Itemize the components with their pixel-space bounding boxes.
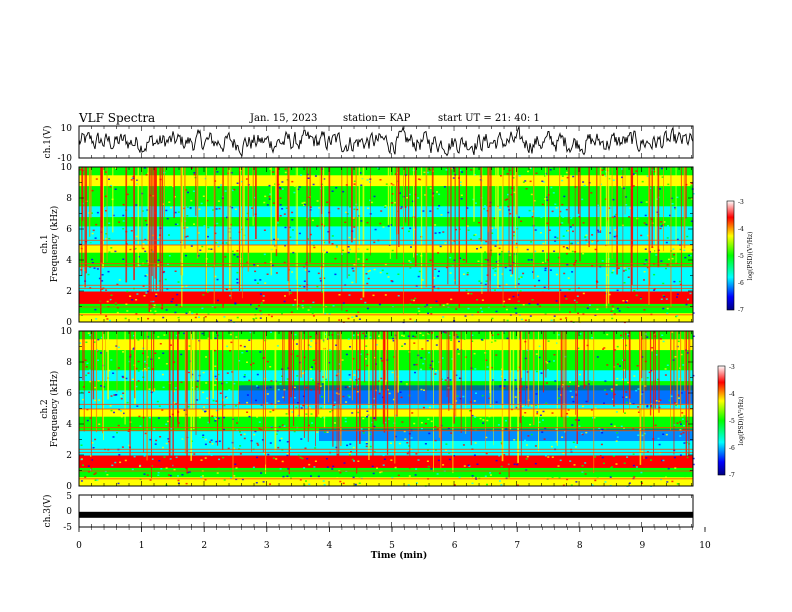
ch2-ytick-2: 2	[66, 451, 72, 461]
x-axis-label: Time (min)	[371, 550, 428, 561]
x-tick-label: 7	[514, 541, 520, 551]
date-label: Jan. 15, 2023	[250, 113, 318, 124]
ch2-frequency-ylabel: Frequency (kHz)	[49, 371, 60, 448]
x-tick-label: 6	[452, 541, 458, 551]
ch3-waveform-panel: 5 0 -5 ch.3(V)	[42, 492, 694, 533]
x-tick-label: 3	[264, 541, 270, 551]
ch1-waveform-line	[78, 125, 694, 157]
x-tick-label: 5	[389, 541, 395, 551]
ch1-frequency-ylabel: Frequency (kHz)	[49, 206, 60, 283]
ch2-channel-label: ch.2	[40, 399, 50, 418]
ch1-waveform-panel: 10 -10 ch.1(V)	[42, 124, 694, 164]
ch1-colorbar-label: log(PSD)(V²/Hz)	[747, 232, 754, 281]
ch3-waveform-ylabel: ch.3(V)	[42, 495, 53, 528]
ch3-ytick-0: 0	[66, 507, 72, 517]
ch1-ytick-6: 6	[66, 225, 72, 235]
ch1-cb-tick-m5: -5	[738, 253, 744, 260]
ch3-ytick-5: 5	[66, 492, 72, 502]
ch1-spectrogram-panel: 0 2 4 6 8 10 ch.1 Frequency (kHz)	[40, 163, 695, 328]
ch2-colorbar-label: log(PSD)(V²/Hz)	[738, 397, 745, 446]
ch1-cb-tick-m4: -4	[738, 226, 744, 233]
ch2-ytick-6: 6	[66, 389, 72, 399]
x-tick-label: 1	[139, 541, 145, 551]
x-tick-label: 8	[577, 541, 583, 551]
ch2-ytick-4: 4	[66, 420, 72, 430]
ch3-waveform-frame	[78, 494, 694, 528]
ch1-spectrogram-image	[79, 167, 695, 324]
ch2-spectrogram-image	[79, 331, 695, 487]
ch2-colorbar-scale	[717, 365, 726, 476]
start-time-label: start UT = 21: 40: 1	[438, 113, 540, 124]
ch1-ytick-10: 10	[61, 163, 73, 173]
ch1-ytick-top: 10	[61, 124, 73, 134]
figure-title: VLF Spectra	[79, 111, 156, 125]
ch2-ytick-10: 10	[61, 327, 73, 337]
ch1-ytick-0: 0	[66, 318, 72, 328]
x-tick-labels: 0 1 2 3 4 5 6 7 8 9 10	[76, 541, 711, 551]
ch1-ytick-4: 4	[66, 256, 72, 266]
ch1-cb-tick-m3: -3	[738, 199, 744, 206]
ch2-ytick-0: 0	[66, 482, 72, 492]
ch2-cb-tick-m6: -6	[729, 445, 735, 452]
ch2-spectrogram-panel: 0 2 4 6 8 10 ch.2 Frequency (kHz)	[40, 327, 695, 492]
ch1-ytick-8: 8	[66, 194, 72, 204]
ch1-waveform-ylabel: ch.1(V)	[42, 126, 53, 159]
ch3-waveform-line	[79, 511, 693, 518]
ch1-ytick-2: 2	[66, 287, 72, 297]
x-tick-label: 0	[76, 541, 82, 551]
ch2-cb-tick-m3: -3	[729, 364, 735, 371]
ch2-colorbar: -3 -4 -5 -6 -7 log(PSD)(V²/Hz)	[717, 364, 745, 479]
x-tick-label: 4	[327, 541, 333, 551]
ch1-waveform-frame	[78, 125, 694, 159]
x-tick-label: 2	[201, 541, 207, 551]
ch2-cb-tick-m4: -4	[729, 391, 735, 398]
ch1-colorbar-scale	[726, 200, 735, 311]
station-label: station= KAP	[343, 113, 411, 124]
ch2-ytick-8: 8	[66, 358, 72, 368]
ch1-colorbar: -3 -4 -5 -6 -7 log(PSD)(V²/Hz)	[726, 199, 754, 314]
ch1-ytick-bottom: -10	[58, 154, 73, 164]
x-tick-label: 10	[699, 541, 711, 551]
ch1-cb-tick-m6: -6	[738, 280, 744, 287]
ch3-ytick-m5: -5	[63, 523, 72, 533]
ch1-cb-tick-m7: -7	[738, 307, 744, 314]
ch1-channel-label: ch.1	[40, 234, 50, 253]
x-tick-label: 9	[640, 541, 646, 551]
ch2-cb-tick-m7: -7	[729, 472, 735, 479]
ch2-cb-tick-m5: -5	[729, 418, 735, 425]
axis-ticks	[78, 126, 706, 532]
